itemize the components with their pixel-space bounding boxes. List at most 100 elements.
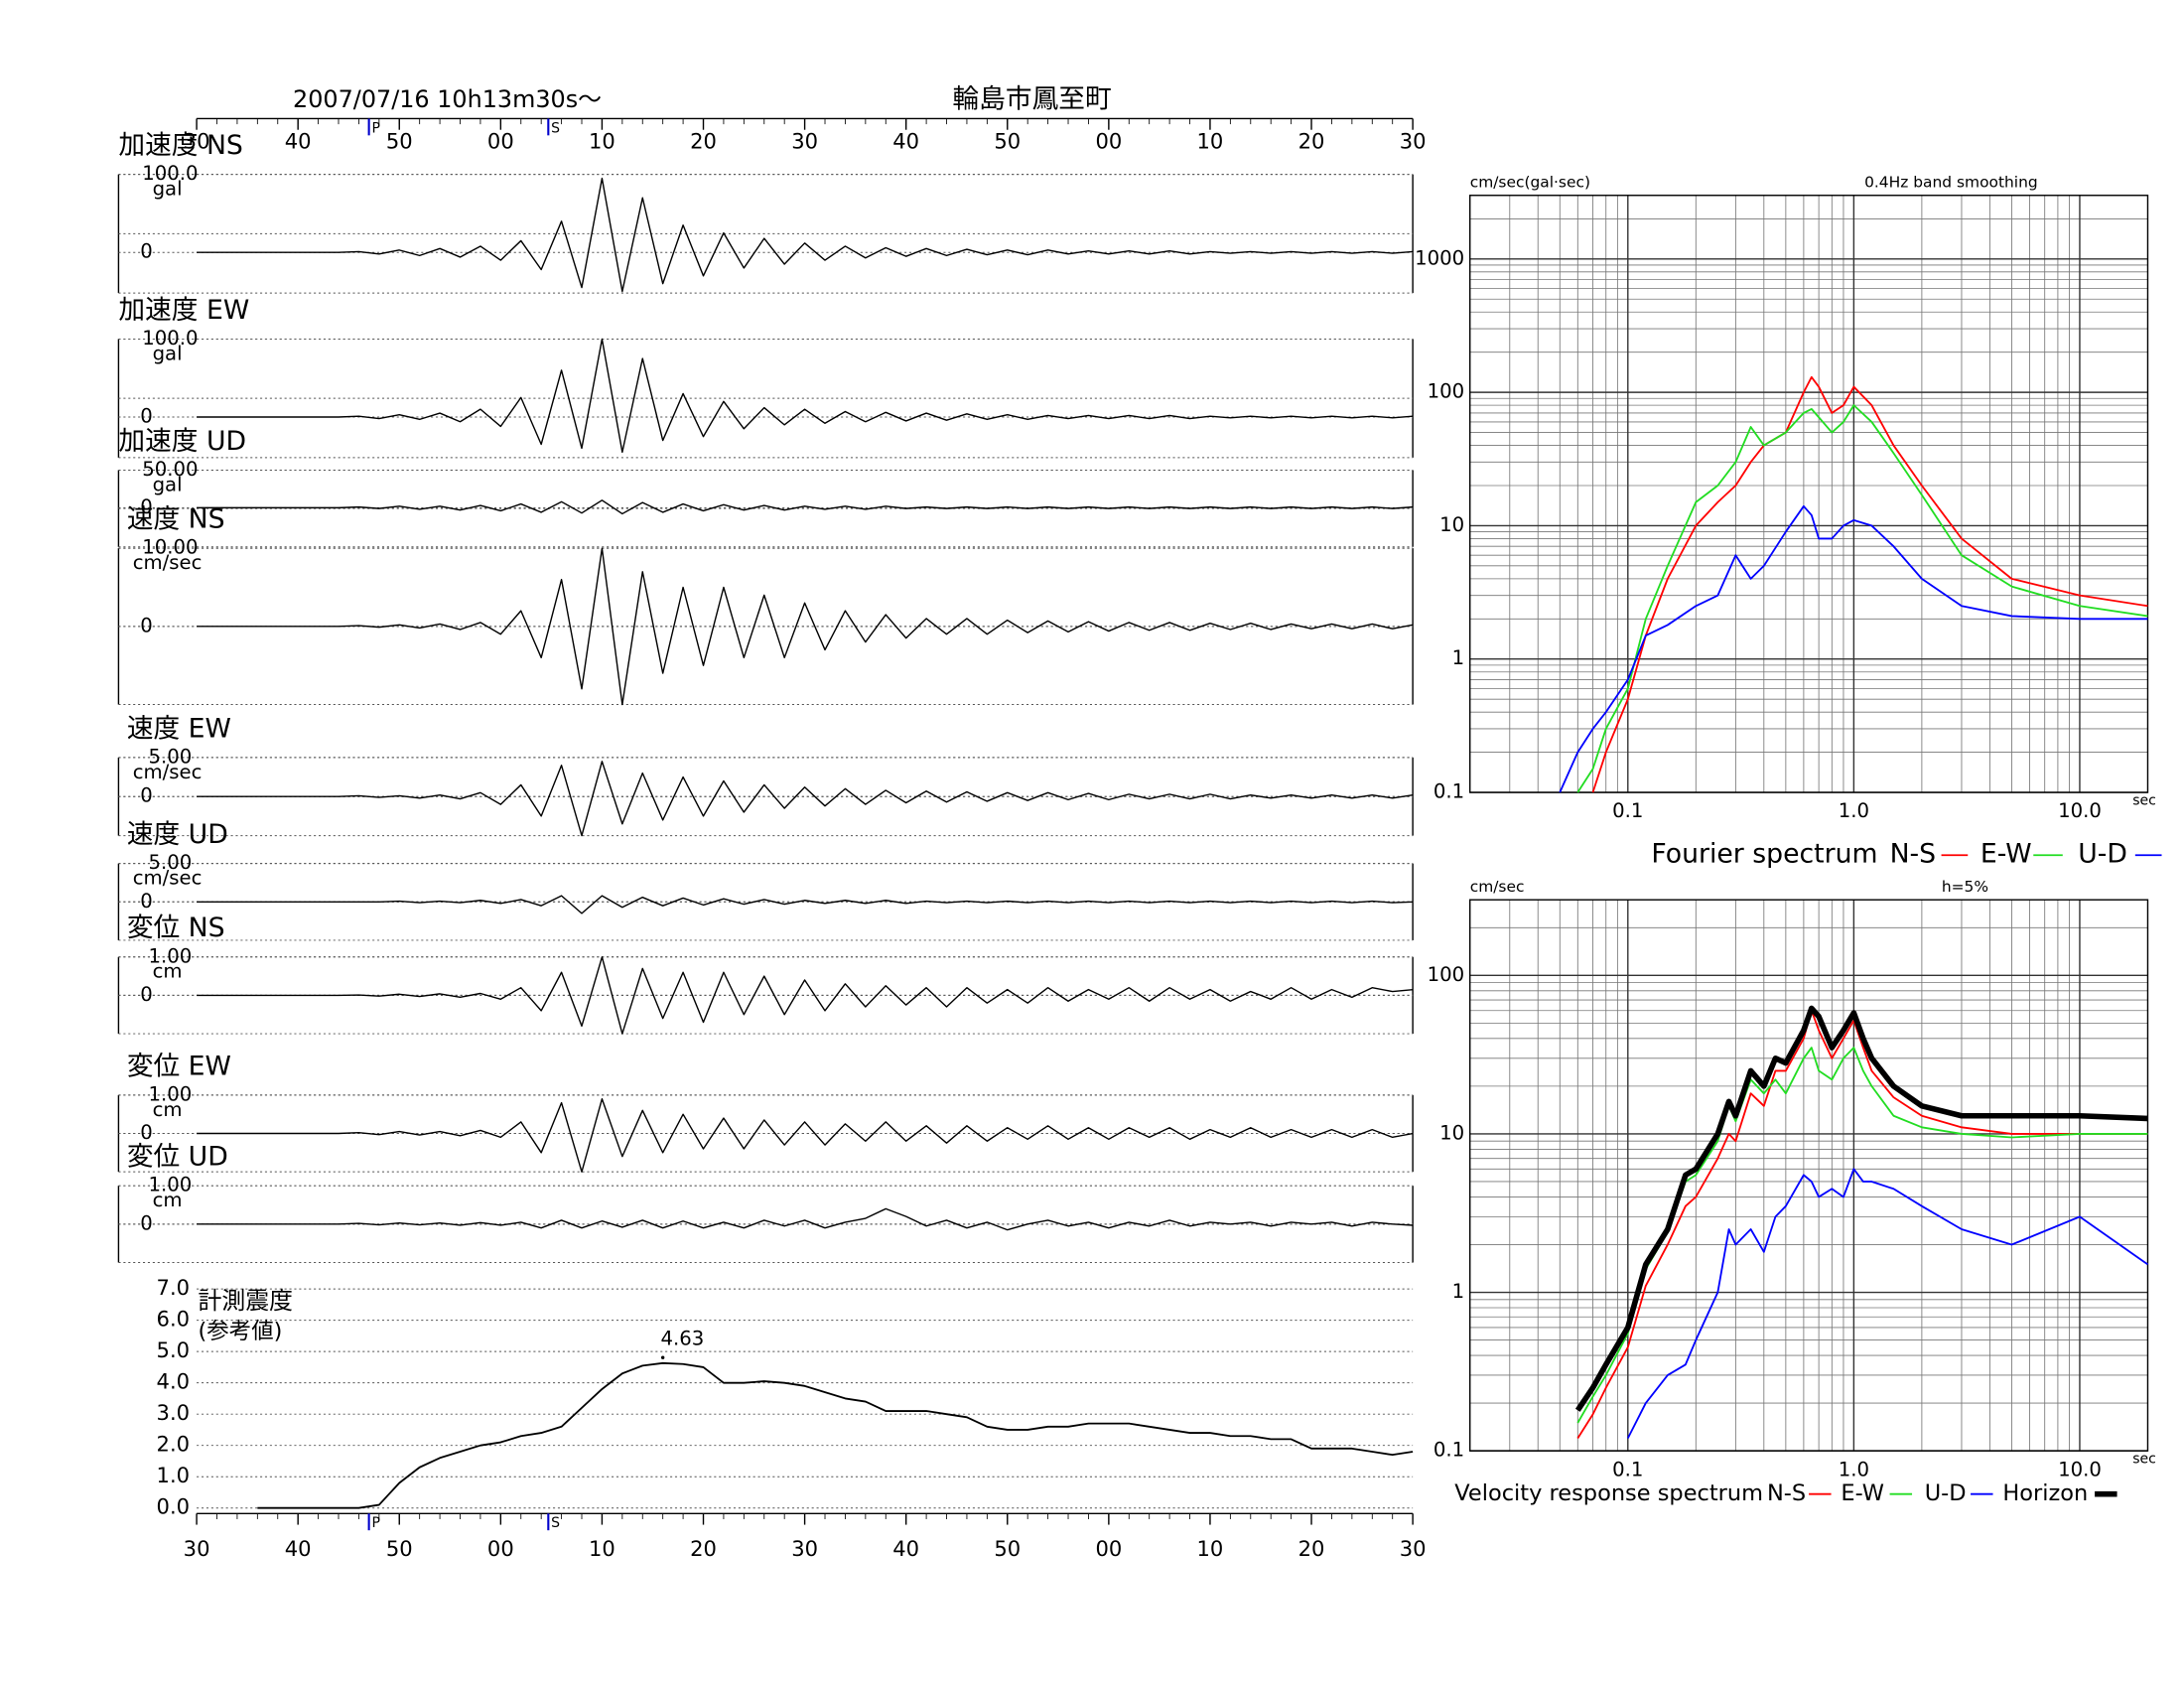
y-tick-label: 1.0 bbox=[157, 1463, 191, 1487]
unit-label: cm bbox=[153, 1189, 183, 1211]
x-tick-label: 10 bbox=[1197, 1536, 1224, 1561]
y-tick-label: 1.00 bbox=[149, 1082, 193, 1105]
y-tick-label: 7.0 bbox=[157, 1275, 191, 1300]
y-tick-label: 0.1 bbox=[1433, 1439, 1464, 1462]
y-tick-label: 0.0 bbox=[157, 1494, 191, 1519]
x-tick-label: 30 bbox=[791, 1536, 818, 1561]
x-tick-label: 50 bbox=[994, 128, 1021, 153]
x-tick-label: 50 bbox=[386, 1536, 413, 1561]
legend-label: Horizon bbox=[2002, 1480, 2088, 1506]
unit-label: gal bbox=[153, 473, 183, 495]
legend-title: Velocity response spectrum bbox=[1454, 1480, 1763, 1506]
trace-label: 加速度 UD bbox=[118, 426, 246, 457]
trace-label: 加速度 EW bbox=[118, 295, 249, 326]
legend-label: N-S bbox=[1890, 839, 1937, 870]
x-tick-label: 30 bbox=[791, 128, 818, 153]
waveform-trace bbox=[197, 547, 1414, 706]
legend-label: E-W bbox=[1980, 839, 2032, 870]
x-tick-label: 1.0 bbox=[1839, 1458, 1869, 1480]
waveform-trace bbox=[197, 761, 1414, 837]
y-tick-label: 0 bbox=[140, 240, 153, 263]
waveform-trace bbox=[197, 956, 1414, 1035]
spectrum-line bbox=[1559, 504, 2148, 793]
unit-label: cm bbox=[153, 1098, 183, 1121]
y-tick-label: 100 bbox=[1428, 963, 1465, 986]
x-tick-label: 40 bbox=[285, 1536, 312, 1561]
y-tick-label: 1.00 bbox=[149, 944, 193, 967]
legend-label: U-D bbox=[1925, 1480, 1967, 1506]
plot-frame bbox=[1469, 195, 2149, 793]
legend-label: U-D bbox=[2078, 839, 2127, 870]
x-tick-label: 20 bbox=[690, 128, 717, 153]
note: 0.4Hz band smoothing bbox=[1864, 174, 2038, 192]
phase-label: P bbox=[371, 120, 379, 136]
y-tick-label: 3.0 bbox=[157, 1400, 191, 1425]
y-axis-label: cm/sec(gal·sec) bbox=[1470, 174, 1590, 192]
plot-frame bbox=[1469, 899, 2149, 1452]
peak-marker bbox=[660, 1355, 665, 1359]
y-tick-label: 10.00 bbox=[142, 536, 198, 559]
y-tick-label: 0 bbox=[140, 784, 153, 807]
x-tick-label: 20 bbox=[690, 1536, 717, 1561]
x-tick-label: 40 bbox=[285, 128, 312, 153]
y-tick-label: 0 bbox=[140, 1211, 153, 1234]
x-tick-label: 30 bbox=[184, 1536, 210, 1561]
waveform-trace bbox=[197, 895, 1414, 914]
x-tick-label: 00 bbox=[487, 1536, 514, 1561]
x-tick-label: 30 bbox=[184, 128, 210, 153]
y-tick-label: 2.0 bbox=[157, 1432, 191, 1457]
x-tick-label: 30 bbox=[1400, 128, 1427, 153]
y-tick-label: 0 bbox=[140, 890, 153, 913]
legend-title: Fourier spectrum bbox=[1651, 839, 1877, 870]
x-axis-label: sec bbox=[2132, 792, 2156, 808]
waveform-trace bbox=[197, 1207, 1414, 1231]
waveform-trace bbox=[197, 499, 1414, 515]
waveform-trace bbox=[197, 1098, 1414, 1173]
x-tick-label: 1.0 bbox=[1839, 799, 1869, 822]
unit-label: cm/sec bbox=[133, 867, 203, 890]
trace-label: 変位 UD bbox=[127, 1142, 228, 1173]
x-tick-label: 0.1 bbox=[1612, 1458, 1643, 1480]
x-tick-label: 0.1 bbox=[1612, 799, 1643, 822]
x-axis-label: sec bbox=[2132, 1452, 2156, 1468]
waveform-trace bbox=[197, 177, 1414, 293]
y-tick-label: 1 bbox=[1452, 646, 1465, 669]
y-tick-label: 4.0 bbox=[157, 1369, 191, 1394]
unit-label: cm bbox=[153, 960, 183, 983]
x-tick-label: 40 bbox=[892, 1536, 919, 1561]
y-tick-label: 100.0 bbox=[142, 162, 198, 185]
x-tick-label: 10.0 bbox=[2058, 799, 2102, 822]
x-tick-label: 10.0 bbox=[2058, 1458, 2102, 1480]
unit-label: cm/sec bbox=[133, 551, 203, 574]
x-tick-label: 00 bbox=[487, 128, 514, 153]
y-tick-label: 0 bbox=[140, 614, 153, 636]
x-tick-label: 40 bbox=[892, 128, 919, 153]
legend-label: E-W bbox=[1841, 1480, 1884, 1506]
x-tick-label: 00 bbox=[1095, 1536, 1122, 1561]
trace-label: 変位 EW bbox=[127, 1051, 231, 1081]
y-tick-label: 100 bbox=[1428, 380, 1465, 403]
x-tick-label: 10 bbox=[589, 128, 615, 153]
y-tick-label: 0 bbox=[140, 1121, 153, 1144]
x-tick-label: 50 bbox=[386, 128, 413, 153]
y-tick-label: 10 bbox=[1439, 1121, 1464, 1144]
unit-label: cm/sec bbox=[133, 761, 203, 783]
chart-title: 2007/07/16 10h13m30s〜 bbox=[293, 85, 602, 113]
y-tick-label: 1000 bbox=[1415, 246, 1464, 269]
note: h=5% bbox=[1942, 878, 1988, 896]
spectrum-line bbox=[1626, 1168, 2148, 1439]
y-tick-label: 0 bbox=[140, 405, 153, 428]
phase-label: S bbox=[551, 1515, 560, 1531]
spectrum-line bbox=[1576, 404, 2148, 793]
y-tick-label: 10 bbox=[1439, 513, 1464, 536]
y-tick-label: 5.00 bbox=[149, 745, 193, 768]
spectrum-line bbox=[1576, 1009, 2148, 1439]
y-tick-label: 0.1 bbox=[1433, 780, 1464, 803]
x-tick-label: 10 bbox=[589, 1536, 615, 1561]
y-tick-label: 0 bbox=[140, 495, 153, 518]
unit-label: gal bbox=[153, 178, 183, 201]
x-tick-label: 50 bbox=[994, 1536, 1021, 1561]
